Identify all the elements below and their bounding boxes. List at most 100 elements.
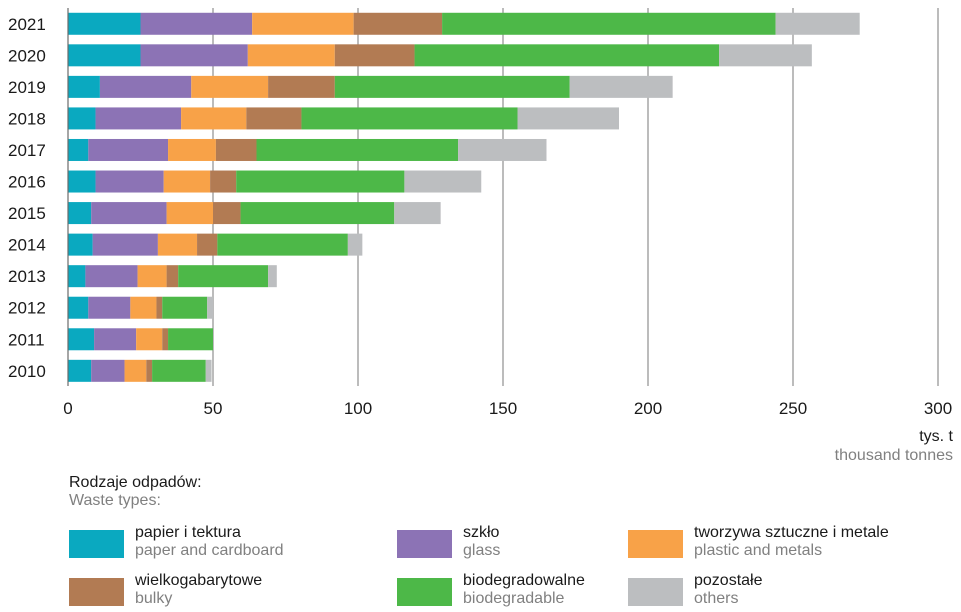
category-label: 2013 [8,267,46,286]
bar-segment [205,359,212,382]
bar-segment [88,296,131,319]
bar-segment [334,44,415,67]
bar-segment [215,138,257,161]
bar-segment [775,12,860,35]
bar-segment [68,233,93,256]
category-labels: 2021 2020 2019 2018 2017 2016 2015 2014 2013 2012… [8,15,46,381]
bar-segment [236,170,405,193]
x-tick-label: 150 [489,399,517,418]
legend-swatch-bulky [69,578,124,606]
legend-label-bulky: wielkogabarytowe [135,572,263,589]
bar-segment [347,233,363,256]
bar-segment [719,44,812,67]
bar-segment [94,328,137,351]
x-tick-label: 50 [204,399,223,418]
bar-segment [137,265,167,288]
bar-segment [210,170,237,193]
bar-segment [442,12,776,35]
bar-segment [334,75,570,98]
bar-segment [88,138,169,161]
legend-label-biodegradable: biodegradowalne [463,572,585,589]
bar-segment [68,138,89,161]
bar-segment [181,107,247,130]
legend-title: Rodzaje odpadów: [69,474,202,491]
category-label: 2017 [8,141,46,160]
legend-label-biodegradable-en: biodegradable [463,590,565,607]
bar-segment [569,75,673,98]
bar-segment [68,296,89,319]
legend-label-glass-en: glass [463,542,501,559]
category-label: 2019 [8,78,46,97]
legend-swatch-paper [69,530,124,558]
category-label: 2021 [8,15,46,34]
bar-segment [458,138,547,161]
category-label: 2018 [8,109,46,128]
bar-segment [414,44,720,67]
bar-segment [163,170,211,193]
bar-segment [95,107,182,130]
bar-segment [68,202,92,225]
bar-segment [178,265,269,288]
bar-segment [91,359,125,382]
legend-swatch-plastic [628,530,683,558]
bar-segment [130,296,157,319]
bar-segment [157,233,198,256]
bar-segment [268,265,277,288]
gridlines [212,8,939,386]
bar-segment [99,75,192,98]
bar-segment [140,44,248,67]
bar-segment [68,75,100,98]
legend-swatch-others [628,578,683,606]
x-axis-unit-label-en: thousand tonnes [835,447,953,464]
category-label: 2016 [8,173,46,192]
bar-segment [68,359,92,382]
bar-segment [252,12,354,35]
bar-segment [517,107,619,130]
bar-segment [136,328,163,351]
x-tick-label: 250 [779,399,807,418]
bar-segment [166,265,179,288]
category-label: 2014 [8,236,46,255]
category-label: 2015 [8,204,46,223]
bar-segment [217,233,348,256]
bar-segment [85,265,138,288]
bar-segment [207,296,213,319]
bar-segment [140,12,253,35]
x-tick-label: 100 [344,399,372,418]
bar-segment [68,170,96,193]
x-tick-label: 300 [924,399,952,418]
legend-swatch-biodegradable [397,578,452,606]
bar-segment [124,359,147,382]
bar-segment [162,328,169,351]
category-label: 2020 [8,46,46,65]
bar-segment [301,107,518,130]
bar-segment [68,328,95,351]
bar-area [68,12,860,382]
bar-segment [68,107,96,130]
bar-segment [168,328,213,351]
bar-segment [162,296,208,319]
bar-segment [394,202,441,225]
bar-segment [146,359,153,382]
bar-segment [156,296,163,319]
legend-label-paper: papier i tektura [135,524,241,541]
legend-swatch-glass [397,530,452,558]
bar-segment [166,202,213,225]
bar-segment [404,170,482,193]
bar-segment [353,12,443,35]
bar-segment [68,265,86,288]
legend-label-paper-en: paper and cardboard [135,542,284,559]
category-label: 2011 [8,330,45,349]
x-axis-unit-label: tys. t [919,428,953,445]
bar-segment [168,138,216,161]
legend-label-plastic-en: plastic and metals [694,542,823,559]
legend-label-bulky-en: bulky [135,590,173,607]
bar-segment [68,12,141,35]
bar-segment [191,75,269,98]
legend-label-glass: szkło [463,524,500,541]
bar-segment [152,359,206,382]
legend-title-en: Waste types: [69,492,161,509]
legend-label-plastic: tworzywa sztuczne i metale [694,524,889,541]
x-tick-label: 200 [634,399,662,418]
x-tick-label: 0 [63,399,72,418]
